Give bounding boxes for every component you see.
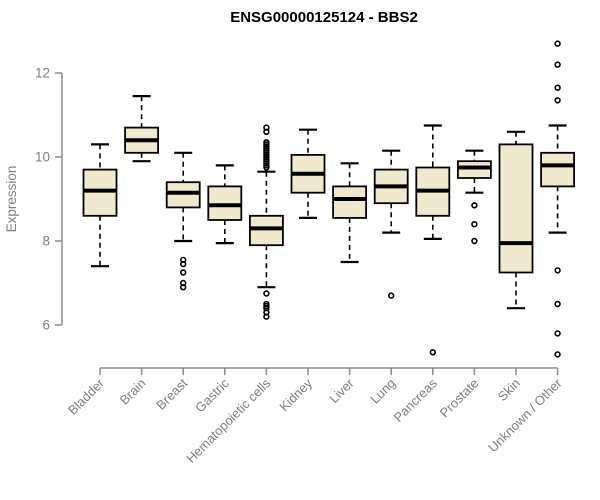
- box: [456, 160, 492, 179]
- x-tick-label-breast: Breast: [153, 375, 190, 412]
- x-tick-label-gastric: Gastric: [192, 375, 232, 415]
- outlier-point: [471, 202, 478, 209]
- boxplot-kidney: [290, 128, 326, 219]
- x-tick-label-pancreas: Pancreas: [390, 375, 440, 425]
- outlier-point: [180, 260, 187, 268]
- boxplot-gastric: [207, 164, 243, 245]
- box: [540, 151, 575, 188]
- x-tick-label-skin: Skin: [495, 376, 523, 404]
- outlier-point: [471, 237, 478, 245]
- x-tick-label-bladder: Bladder: [65, 375, 108, 418]
- x-tick-label-prostate: Prostate: [437, 376, 482, 421]
- boxplot-lung: [373, 149, 409, 299]
- x-tick-label-kidney: Kidney: [276, 375, 315, 414]
- y-tick-label: 6: [42, 318, 50, 333]
- outlier-point: [554, 267, 561, 274]
- boxplot-hematopoietic-cells: [248, 124, 284, 320]
- chart-title: ENSG00000125124 - BBS2: [230, 9, 418, 26]
- outlier-point: [180, 269, 187, 276]
- outlier-point: [263, 313, 270, 320]
- y-tick-label: 12: [35, 66, 50, 81]
- boxplot-bladder: [82, 143, 118, 268]
- outlier-point: [554, 40, 561, 47]
- y-tick-label: 8: [42, 234, 50, 249]
- outlier-point: [554, 330, 561, 337]
- box: [498, 143, 534, 274]
- boxplot-brain: [124, 94, 159, 163]
- y-axis-label: Expression: [4, 166, 19, 233]
- outlier-point: [263, 290, 270, 297]
- outlier-point: [554, 300, 561, 308]
- outlier-point: [554, 61, 561, 68]
- outlier-point: [554, 84, 561, 91]
- boxplot-prostate: [456, 149, 492, 245]
- outlier-point: [429, 349, 436, 356]
- boxplot-skin: [498, 130, 534, 310]
- box: [207, 185, 243, 221]
- outlier-point: [471, 221, 478, 228]
- boxplot-liver: [332, 162, 368, 264]
- box: [332, 185, 368, 219]
- x-tick-label-liver: Liver: [326, 375, 357, 406]
- x-tick-label-brain: Brain: [117, 376, 149, 408]
- box: [165, 181, 201, 209]
- outlier-point: [388, 292, 395, 299]
- box: [248, 214, 284, 247]
- boxplot-series: [82, 40, 575, 358]
- outlier-point: [554, 97, 561, 104]
- boxplot-pancreas: [415, 124, 451, 356]
- outlier-point: [180, 284, 187, 291]
- boxplot-breast: [165, 151, 201, 291]
- x-tick-label-lung: Lung: [367, 376, 398, 407]
- outlier-point: [263, 164, 270, 171]
- x-tick-label-unknown-other: Unknown / Other: [485, 375, 565, 455]
- outlier-point: [263, 128, 270, 136]
- y-axis: 6 8 10 12: [35, 66, 63, 333]
- outlier-point: [554, 351, 561, 358]
- box: [82, 168, 118, 217]
- y-tick-label: 10: [35, 150, 50, 165]
- boxplot-unknown-other: [540, 40, 575, 358]
